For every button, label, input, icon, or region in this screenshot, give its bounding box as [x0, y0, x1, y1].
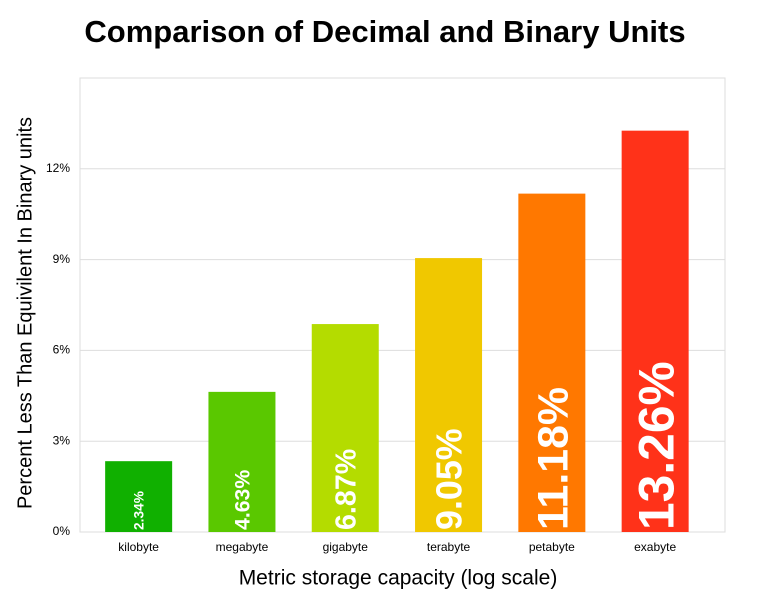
- bar: [311, 324, 379, 532]
- x-tick-label: kilobyte: [118, 540, 159, 554]
- bar: [105, 461, 173, 532]
- bar: [518, 193, 586, 533]
- value-label: 4.63%: [231, 470, 255, 530]
- x-axis-title: Metric storage capacity (log scale): [239, 567, 558, 590]
- x-tick-label: exabyte: [634, 540, 676, 554]
- chart-title: Comparison of Decimal and Binary Units: [84, 14, 685, 49]
- value-label: 13.26%: [628, 361, 684, 530]
- y-tick-label: 6%: [53, 343, 71, 357]
- bar: [621, 130, 689, 532]
- value-label: 2.34%: [132, 491, 147, 530]
- bar: [415, 258, 483, 532]
- value-label: 6.87%: [331, 449, 363, 530]
- y-axis-title: Percent Less Than Equivilent In Binary u…: [14, 117, 36, 509]
- y-tick-label: 3%: [53, 433, 71, 447]
- bar: [208, 391, 276, 532]
- x-tick-label: terabyte: [427, 540, 471, 554]
- value-label: 11.18%: [529, 387, 577, 530]
- y-tick-label: 12%: [46, 161, 70, 175]
- y-tick-label: 0%: [53, 524, 71, 538]
- x-tick-label: gigabyte: [323, 540, 369, 554]
- y-tick-label: 9%: [53, 252, 71, 266]
- x-tick-label: petabyte: [529, 540, 575, 554]
- value-label: 9.05%: [430, 428, 470, 530]
- x-tick-label: megabyte: [216, 540, 269, 554]
